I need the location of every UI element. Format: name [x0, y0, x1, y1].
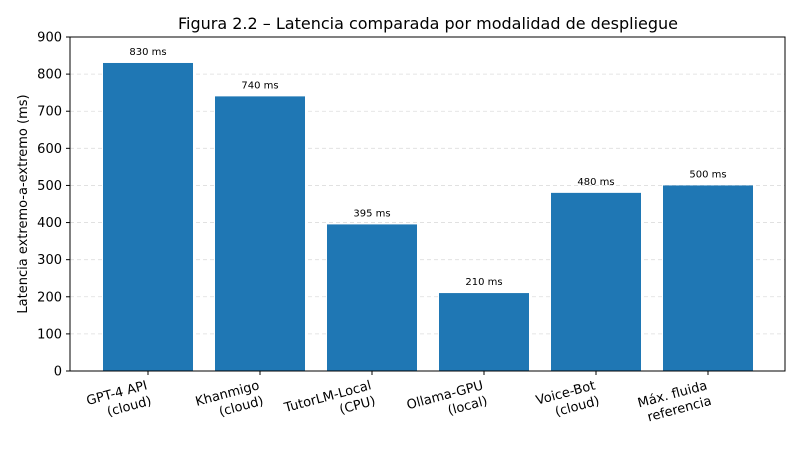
bar-0 [103, 62, 193, 371]
y-tick-label-300: 300 [37, 253, 62, 268]
bar-3 [439, 293, 529, 371]
bar-4 [551, 192, 641, 371]
y-tick-label-900: 900 [37, 31, 62, 46]
bars [103, 62, 753, 371]
y-tick-label-800: 800 [37, 68, 62, 83]
y-tick-label-100: 100 [37, 327, 62, 342]
y-tick-label-200: 200 [37, 290, 62, 305]
x-tick-label-1: Khanmigo(cloud) [194, 378, 265, 420]
data-labels: 830 ms 740 ms 395 ms 210 ms 480 ms 500 ms [129, 47, 726, 288]
x-tick-label-3: Ollama-GPU(local) [405, 378, 489, 418]
bar-5 [663, 185, 753, 371]
bar-1 [215, 96, 305, 371]
bar-2 [327, 224, 417, 371]
data-label-1: 740 ms [241, 80, 278, 91]
y-tick-label-500: 500 [37, 179, 62, 194]
chart-title: Figura 2.2 – Latencia comparada por moda… [178, 14, 678, 33]
y-tick-label-700: 700 [37, 105, 62, 120]
y-axis-title: Latencia extremo-a-extremo (ms) [16, 94, 31, 313]
x-tick-label-4: Voice-Bot(cloud) [534, 378, 601, 420]
x-tick-label-0: GPT-4 API(cloud) [85, 378, 153, 420]
x-tick-label-2: TutorLM-Local(CPU) [282, 378, 377, 417]
plot-frame [69, 36, 786, 372]
y-tick-label-0: 0 [54, 365, 62, 380]
data-label-2: 395 ms [353, 208, 390, 219]
y-tick-label-400: 400 [37, 216, 62, 231]
data-label-5: 500 ms [689, 169, 726, 180]
y-tick-label-600: 600 [37, 142, 62, 157]
data-label-4: 480 ms [577, 177, 614, 188]
data-label-0: 830 ms [129, 47, 166, 58]
data-label-3: 210 ms [465, 277, 502, 288]
